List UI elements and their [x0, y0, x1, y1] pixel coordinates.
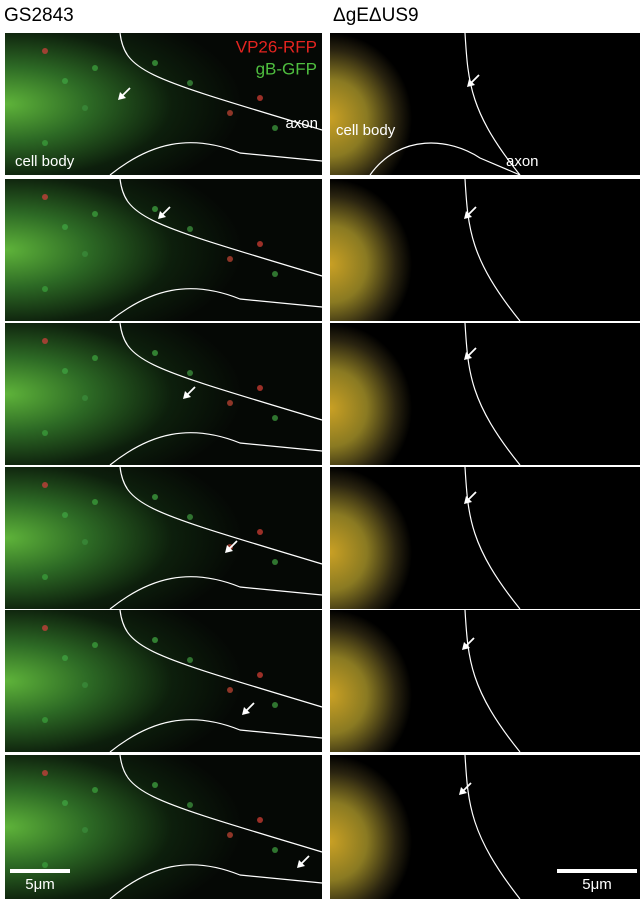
cell-body [330, 323, 467, 465]
page: GS2843 ΔgEΔUS9 VP26-RFP gB-GFP axon cell… [0, 0, 641, 899]
particle [42, 574, 48, 580]
cell-body [330, 33, 467, 175]
image-panel [5, 610, 322, 752]
particle [272, 847, 278, 853]
particle [187, 657, 193, 663]
particle [257, 95, 263, 101]
particle [272, 271, 278, 277]
cell-body [330, 610, 467, 752]
particle [257, 241, 263, 247]
annotation: cell body [15, 153, 75, 170]
particle [272, 125, 278, 131]
particle [62, 224, 68, 230]
particle [82, 251, 88, 257]
particle [82, 827, 88, 833]
particle [42, 194, 48, 200]
annotation: axon [285, 115, 318, 132]
particle [187, 226, 193, 232]
particle [42, 717, 48, 723]
legend-entry: VP26-RFP [236, 37, 317, 56]
particle [257, 817, 263, 823]
annotation: axon [506, 153, 539, 170]
scale-bar [10, 869, 70, 873]
particle [82, 395, 88, 401]
image-panel [5, 323, 322, 465]
particle [62, 655, 68, 661]
particle [92, 211, 98, 217]
particle [42, 625, 48, 631]
particle [42, 338, 48, 344]
particle [92, 642, 98, 648]
particle [227, 687, 233, 693]
particle [42, 140, 48, 146]
particle [42, 48, 48, 54]
particle [42, 862, 48, 868]
particle [257, 672, 263, 678]
particle [92, 787, 98, 793]
particle [92, 355, 98, 361]
particle [42, 286, 48, 292]
image-panel [5, 467, 322, 609]
scale-bar [557, 869, 637, 873]
legend-entry: gB-GFP [256, 59, 317, 78]
particle [42, 482, 48, 488]
particle [227, 832, 233, 838]
particle [152, 60, 158, 66]
particle [42, 770, 48, 776]
image-panel [5, 179, 322, 321]
particle [187, 80, 193, 86]
particle [92, 499, 98, 505]
particle [227, 110, 233, 116]
annotation: cell body [336, 122, 396, 139]
particle [227, 256, 233, 262]
particle [82, 539, 88, 545]
particle [187, 802, 193, 808]
particle [272, 702, 278, 708]
particle [152, 494, 158, 500]
cell-body [330, 179, 467, 321]
particle [82, 105, 88, 111]
cell-body [330, 467, 467, 609]
particle [62, 78, 68, 84]
particle [152, 637, 158, 643]
figure: GS2843 ΔgEΔUS9 VP26-RFP gB-GFP axon cell… [0, 0, 641, 899]
particle [152, 350, 158, 356]
particle [187, 514, 193, 520]
column-title: ΔgEΔUS9 [333, 5, 419, 26]
particle [272, 559, 278, 565]
particle [62, 512, 68, 518]
particle [62, 368, 68, 374]
panels [5, 33, 640, 899]
particle [257, 385, 263, 391]
column-title: GS2843 [4, 5, 74, 26]
cell-body [330, 755, 467, 899]
scale-label: 5μm [582, 876, 611, 893]
particle [42, 430, 48, 436]
particle [187, 370, 193, 376]
particle [62, 800, 68, 806]
scale-label: 5μm [25, 876, 54, 893]
particle [152, 206, 158, 212]
particle [227, 400, 233, 406]
particle [257, 529, 263, 535]
particle [92, 65, 98, 71]
particle [152, 782, 158, 788]
particle [272, 415, 278, 421]
particle [82, 682, 88, 688]
